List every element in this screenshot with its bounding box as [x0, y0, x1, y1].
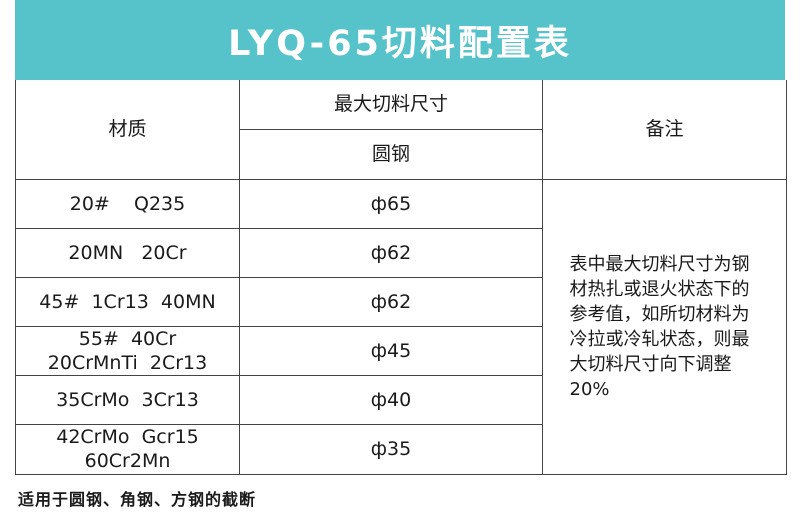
material-line: 20# Q235: [69, 192, 186, 215]
size-cell: ф40: [239, 374, 543, 425]
material-line: 60Cr2Mn: [84, 450, 171, 472]
size-cell: ф65: [239, 178, 543, 229]
material-cell: 42CrMo Gcr15 60Cr2Mn: [15, 423, 240, 475]
header-max-size: 最大切料尺寸: [239, 80, 543, 130]
material-line: 42CrMo Gcr15: [56, 426, 199, 448]
size-cell: ф35: [239, 423, 543, 475]
table-row: 45# 1Cr13 40MN ф62: [15, 276, 787, 327]
config-table-wrap: 材质 最大切料尺寸 备注 圆钢 20# Q235 ф65 表中最大切料尺寸为钢材…: [15, 80, 787, 475]
title-banner: LYQ-65切料配置表: [15, 0, 785, 80]
material-line: 20MN 20Cr: [68, 241, 187, 264]
table-row: 42CrMo Gcr15 60Cr2Mn ф35: [15, 423, 787, 475]
material-line: 45# 1Cr13 40MN: [39, 290, 216, 313]
size-cell: ф62: [239, 227, 543, 278]
size-cell: ф45: [239, 325, 543, 376]
size-cell: ф62: [239, 276, 543, 327]
page-title: LYQ-65切料配置表: [228, 23, 572, 64]
material-cell: 20# Q235: [15, 178, 240, 229]
table-row: 20MN 20Cr ф62: [15, 227, 787, 278]
material-line: 55# 40Cr: [78, 327, 177, 350]
header-material: 材质: [15, 80, 240, 180]
header-note: 备注: [542, 80, 787, 180]
footer-note: 适用于圆钢、角钢、方钢的截断: [18, 490, 257, 509]
note-cell: 表中最大切料尺寸为钢材热扎或退火状态下的参考值，如所切材料为冷拉或冷轧状态，则最…: [542, 178, 787, 475]
material-cell: 35CrMo 3Cr13: [15, 374, 240, 425]
header-round-steel: 圆钢: [239, 128, 543, 180]
material-line: 20CrMnTi 2Cr13: [47, 351, 208, 374]
material-line: 35CrMo 3Cr13: [56, 388, 199, 411]
table-row: 20# Q235 ф65 表中最大切料尺寸为钢材热扎或退火状态下的参考值，如所切…: [15, 178, 787, 475]
material-cell: 55# 40Cr 20CrMnTi 2Cr13: [15, 325, 240, 376]
material-cell: 45# 1Cr13 40MN: [15, 276, 240, 327]
config-table: 材质 最大切料尺寸 备注 圆钢 20# Q235 ф65 表中最大切料尺寸为钢材…: [15, 80, 787, 475]
material-cell: 20MN 20Cr: [15, 227, 240, 278]
note-text: 表中最大切料尺寸为钢材热扎或退火状态下的参考值，如所切材料为冷拉或冷轧状态，则最…: [569, 253, 750, 400]
